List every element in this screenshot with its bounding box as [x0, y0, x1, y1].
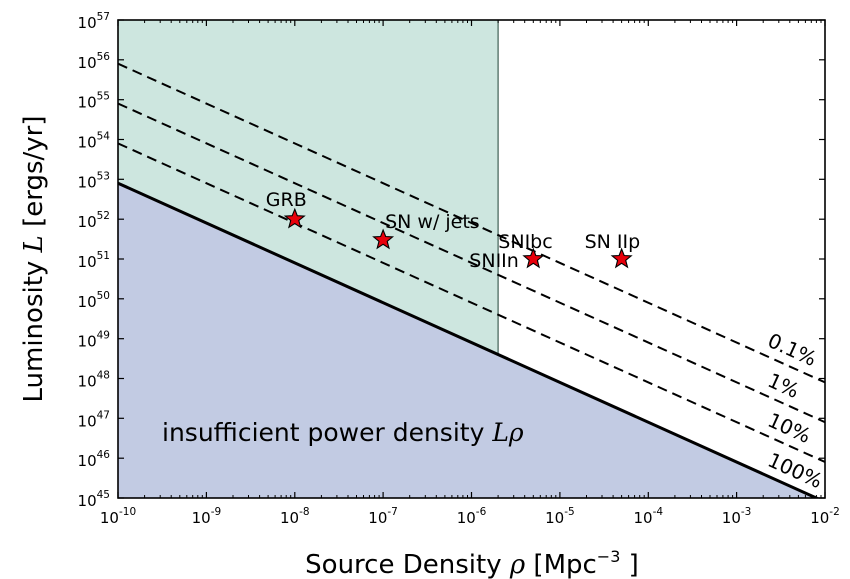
efficiency-line-100 — [118, 181, 820, 498]
y-tick-label: 1046 — [78, 449, 111, 470]
x-tick-label: 10-3 — [722, 506, 752, 527]
y-tick-label: 1055 — [78, 91, 110, 112]
y-tick-label: 1049 — [78, 330, 110, 351]
tick-labels-layer: 10-10 10-9 10-8 10-7 10-6 10-5 10-4 10-3 10-2 104… — [78, 11, 840, 527]
x-tick-label: 10-2 — [810, 506, 840, 527]
x-tick-label: 10-8 — [280, 506, 310, 527]
insufficient-region — [118, 183, 825, 498]
point-label-sniin: SNIIn — [469, 250, 519, 272]
efficiency-line-1 — [118, 102, 825, 424]
star-marker-snibc — [522, 247, 545, 269]
plot-area — [118, 20, 825, 498]
y-tick-label: 1045 — [78, 489, 110, 510]
x-tick-label: 10-4 — [634, 506, 664, 527]
star-marker-grb — [283, 207, 306, 229]
x-axis-title: Source Density ρ [Mpc−3 ] — [305, 547, 639, 579]
stars-layer — [283, 207, 633, 269]
ticks-layer — [117, 19, 826, 499]
lines-layer — [118, 62, 825, 498]
y-tick-label: 1048 — [78, 370, 110, 391]
point-label-snibc: SNIbc — [498, 231, 552, 253]
efficiency-line-10 — [118, 142, 825, 463]
star-marker-sn-iip — [610, 247, 633, 269]
x-tick-label: 10-9 — [192, 506, 222, 527]
y-tick-label: 1057 — [78, 11, 110, 32]
star-marker-sn-w-jets — [372, 228, 395, 250]
y-tick-label: 1054 — [78, 131, 111, 152]
y-tick-label: 1052 — [78, 210, 110, 231]
y-tick-label: 1051 — [78, 250, 110, 271]
efficiency-line-0-1 — [118, 62, 825, 384]
point-label-sn-iip: SN IIp — [585, 231, 641, 253]
y-tick-label: 1047 — [78, 409, 110, 430]
point-label-sn-w-jets: SN w/ jets — [385, 211, 480, 233]
y-axis-title: Luminosity L [ergs/yr] — [19, 116, 49, 403]
y-tick-label: 1056 — [78, 51, 111, 72]
x-tick-label: 10-7 — [368, 506, 398, 527]
point-label-grb: GRB — [266, 189, 307, 211]
x-tick-label: 10-6 — [457, 506, 487, 527]
y-tick-label: 1050 — [78, 290, 110, 311]
insufficient-region-label: insufficient power density Lρ — [162, 418, 524, 447]
x-tick-label: 10-10 — [100, 506, 136, 527]
x-tick-label: 10-5 — [545, 506, 575, 527]
y-tick-label: 1053 — [78, 170, 110, 191]
